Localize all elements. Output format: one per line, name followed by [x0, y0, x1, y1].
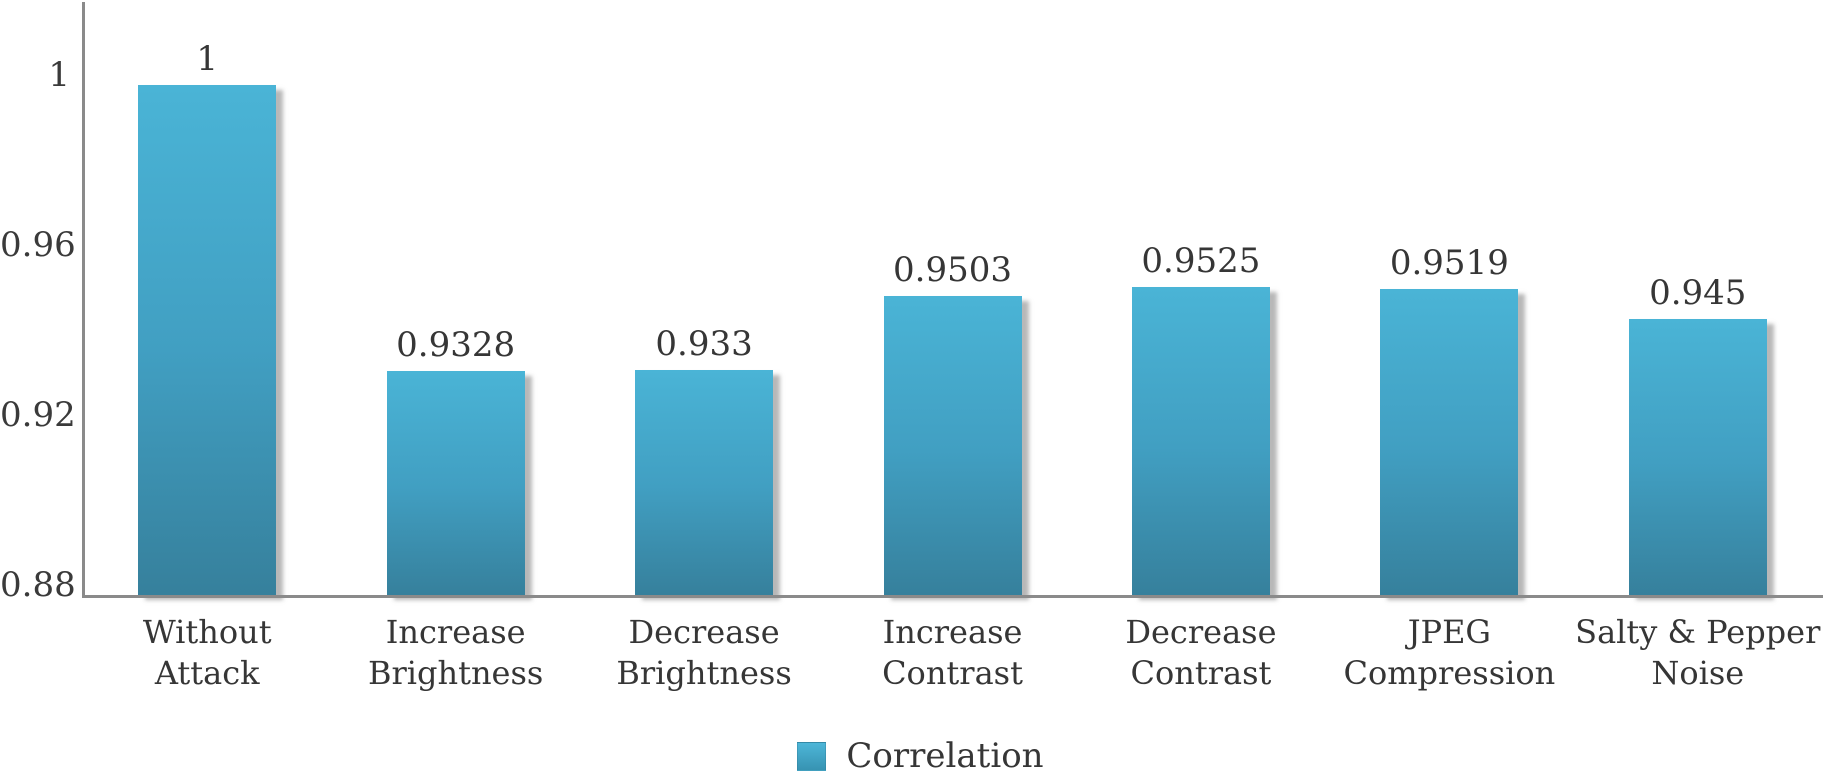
legend-label: Correlation — [846, 736, 1044, 776]
y-tick-label: 1 — [48, 55, 70, 95]
x-axis-line — [82, 595, 1823, 598]
x-category-label: Salty & Pepper Noise — [1575, 613, 1821, 692]
bar — [883, 296, 1022, 595]
legend-color-swatch — [797, 741, 827, 771]
bar-value-label: 0.933 — [655, 323, 753, 364]
bar-value-label: 0.9519 — [1389, 243, 1509, 284]
bar — [1380, 289, 1519, 595]
legend: Correlation — [0, 736, 1841, 776]
x-category-label: Increase Contrast — [882, 613, 1023, 692]
bar — [138, 85, 277, 595]
bar — [635, 369, 774, 595]
y-axis-line — [82, 2, 85, 597]
x-category-label: Decrease Brightness — [616, 613, 792, 692]
bar — [1628, 318, 1767, 595]
bar-value-label: 0.9525 — [1141, 240, 1261, 281]
bar-value-label: 0.9328 — [396, 324, 516, 365]
y-tick-label: 0.92 — [0, 395, 76, 435]
bar-value-label: 0.9503 — [893, 250, 1012, 291]
x-category-label: Increase Brightness — [367, 613, 544, 692]
bar-value-label: 1 — [196, 39, 219, 79]
x-category-label: Without Attack — [142, 613, 272, 692]
bar — [386, 370, 525, 595]
y-tick-label: 0.96 — [0, 225, 76, 265]
bar — [1131, 286, 1270, 595]
x-category-label: JPEG Compression — [1343, 613, 1556, 692]
x-category-label: Decrease Contrast — [1125, 613, 1277, 692]
y-tick-label: 0.88 — [0, 565, 76, 605]
bar-value-label: 0.945 — [1649, 272, 1747, 313]
